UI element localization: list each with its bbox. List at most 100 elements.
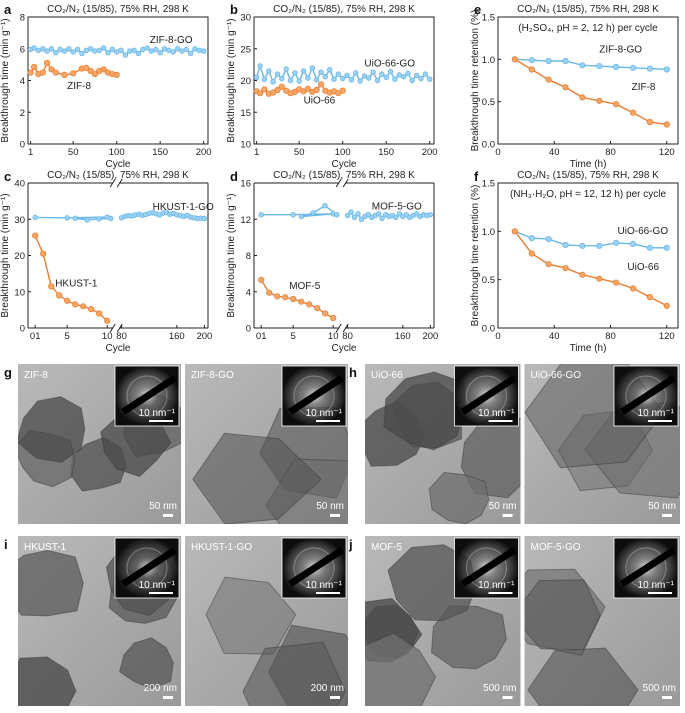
chart-title-b: CO₂/N₂ (15/85), 75% RH, 298 K (273, 4, 415, 15)
data-point (322, 73, 328, 80)
data-point (612, 101, 620, 108)
data-point (562, 57, 569, 65)
data-point (122, 52, 129, 58)
particle (365, 632, 437, 706)
data-point (88, 305, 95, 313)
data-point (304, 85, 311, 92)
data-point (427, 76, 433, 82)
chart-annotation-e: (H₂SO₄, pH = 2, 12 h) per cycle (518, 23, 658, 34)
y-axis-label-d: Breakthrough time (min g⁻¹) (226, 193, 237, 317)
series-uio-66 (511, 228, 670, 309)
saed-inset: 10 nm⁻¹ (281, 365, 347, 427)
diffraction-ring (625, 375, 667, 417)
data-point (348, 209, 354, 215)
series-mof-5-go (258, 202, 434, 222)
data-point (596, 97, 603, 104)
data-point (579, 271, 586, 278)
data-point (313, 86, 320, 94)
data-point (646, 293, 654, 301)
data-point (322, 310, 329, 317)
tem-image-bare: 10 nm⁻¹ MOF-5 500 nm (365, 536, 521, 706)
data-point (340, 75, 346, 82)
axis-break-mark (109, 178, 116, 188)
scale-bar (163, 514, 173, 517)
data-point (113, 71, 120, 79)
sample-label: MOF-5-GO (531, 542, 581, 553)
data-point (612, 63, 620, 71)
data-point (298, 213, 305, 220)
data-point (61, 48, 68, 54)
data-point (374, 77, 381, 84)
data-point (258, 276, 265, 284)
data-point (393, 214, 399, 221)
tem-content: 10 nm⁻¹ HKUST-1-GO 200 nm (185, 536, 348, 706)
data-point (104, 317, 111, 324)
series-line (514, 58, 667, 71)
data-point (375, 211, 382, 217)
particle (383, 371, 466, 451)
chart-title-d: CO₂/N₂ (15/85), 75% RH, 298 K (273, 170, 415, 181)
data-point (261, 86, 268, 93)
data-point (39, 69, 46, 76)
series-zif-8-go (511, 56, 670, 73)
y-tick-label: 0 (20, 324, 25, 335)
data-point (74, 46, 81, 53)
data-point (187, 50, 194, 57)
data-point (257, 63, 263, 69)
data-point (353, 70, 359, 76)
x-tick-label: 80 (342, 331, 353, 342)
tem-image-go: 10 nm⁻¹ ZIF-8-GO 50 nm (185, 364, 348, 524)
data-point (413, 211, 420, 217)
chart-title-a: CO₂/N₂ (15/85), 75% RH, 298 K (47, 4, 189, 15)
data-point (545, 57, 552, 65)
data-point (596, 275, 603, 282)
beam-stop (288, 375, 344, 415)
data-point (66, 46, 72, 52)
y-tick-label: 0 (246, 324, 251, 335)
data-point (358, 216, 365, 222)
x-tick-label: 150 (378, 147, 394, 158)
data-point (300, 68, 307, 74)
scale-bar-label: 500 nm (643, 683, 676, 694)
data-point (317, 81, 325, 88)
saed-inset: 10 nm⁻¹ (281, 537, 347, 599)
data-point (53, 50, 59, 56)
scale-bar-label: 500 nm (483, 683, 516, 694)
y-tick-label: 20 (240, 76, 251, 87)
data-point (309, 65, 315, 71)
x-tick-label: 100 (109, 147, 125, 158)
data-point (339, 87, 346, 94)
x-axis-label-a: Cycle (105, 159, 130, 170)
data-point (48, 283, 55, 290)
data-point (48, 46, 55, 52)
data-point (355, 211, 361, 217)
diffraction-ring (465, 547, 508, 589)
x-axis-label-f: Time (h) (570, 343, 607, 354)
data-point (409, 77, 415, 84)
panel-letter-i: i (4, 537, 8, 552)
x-tick-label: 120 (659, 331, 675, 342)
data-point (403, 211, 409, 218)
data-point (310, 210, 316, 216)
tem-image-bare: 10 nm⁻¹ ZIF-8 50 nm (18, 364, 181, 524)
data-point (379, 71, 385, 77)
data-point (327, 66, 333, 73)
data-point (200, 48, 207, 54)
y-tick-label: 4 (246, 287, 251, 298)
data-point (427, 211, 434, 218)
data-point (290, 211, 296, 218)
series-line (514, 230, 668, 307)
data-point (70, 49, 76, 55)
diffraction-ring (293, 375, 335, 417)
data-point (545, 236, 552, 243)
series-line (260, 279, 334, 319)
diffraction-ring (126, 375, 168, 417)
particle (430, 605, 507, 670)
x-tick-label: 10 (102, 331, 113, 342)
saed-scale-label: 10 nm⁻¹ (638, 408, 675, 419)
chart-title-e: CO₂/N₂ (15/85), 75% RH, 298 K (517, 4, 659, 15)
particle (18, 656, 77, 706)
data-point (596, 62, 603, 70)
data-point (278, 83, 285, 90)
